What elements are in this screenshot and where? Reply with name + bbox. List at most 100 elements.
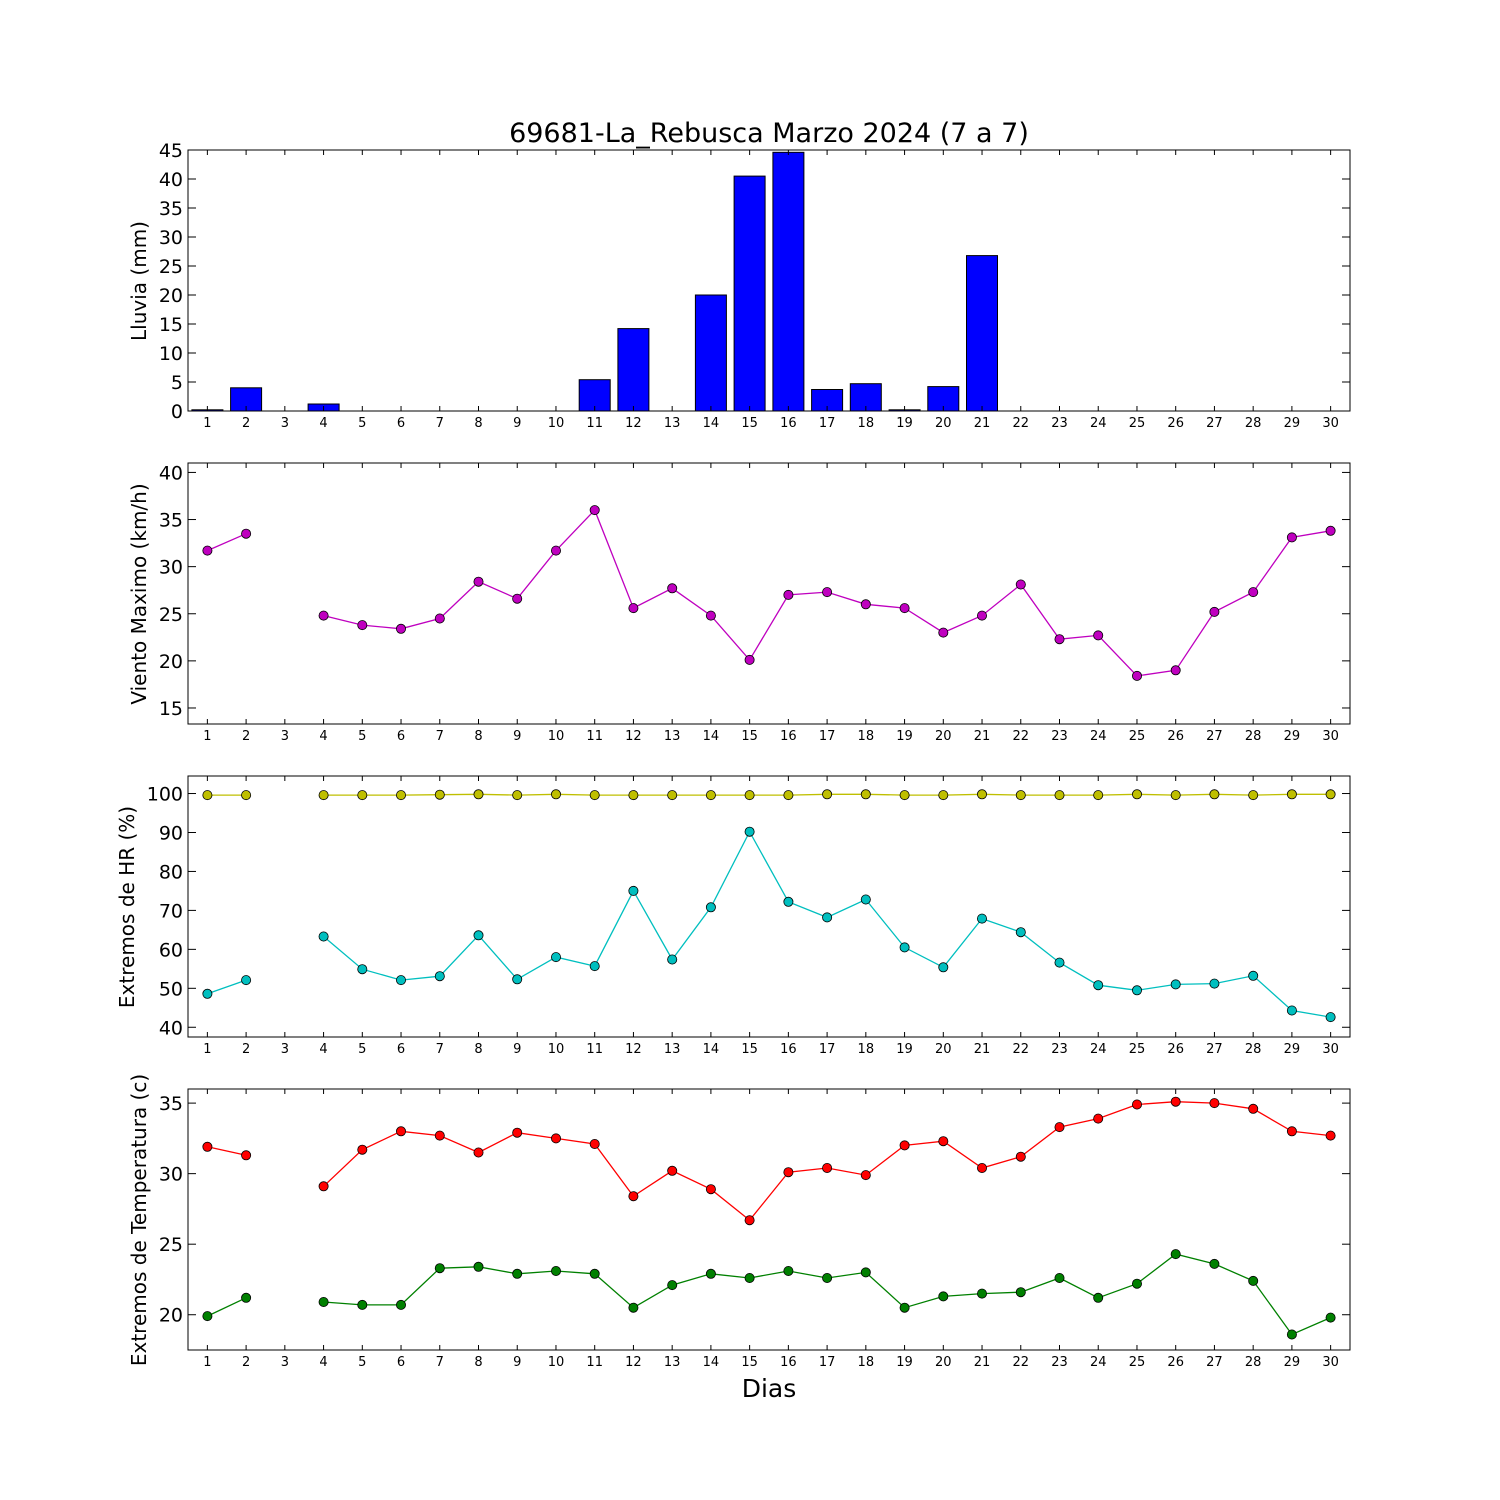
wind-xtick-label-3: 3 [281, 729, 289, 744]
humidity-series-2-point-9 [512, 974, 523, 985]
temperature-series-2-point-21 [977, 1288, 988, 1299]
humidity-series-2-point-16 [783, 896, 794, 907]
wind-series-1-point-9 [512, 593, 523, 604]
temperature-series-2-point-5 [357, 1299, 368, 1310]
humidity-ytick-label-100: 100 [147, 784, 183, 806]
humidity-xtick-label-9: 9 [513, 1042, 521, 1057]
temperature-series-1-point-6 [395, 1126, 406, 1137]
humidity-xtick-label-20: 20 [935, 1042, 952, 1057]
temperature-xtick-label-19: 19 [896, 1355, 913, 1370]
humidity-series-2-point-20 [938, 962, 949, 973]
rain-xtick-label-13: 13 [664, 416, 681, 431]
humidity-series-2-point-27 [1209, 978, 1220, 989]
humidity-xtick-label-17: 17 [819, 1042, 836, 1057]
temperature-series-1-point-11 [589, 1139, 600, 1150]
wind-ylabel: Viento Maximo (km/h) [127, 483, 151, 704]
temperature-xtick-label-21: 21 [974, 1355, 991, 1370]
humidity-series-1-point-4 [318, 790, 329, 801]
temperature-ylabel: Extremos de Temperatura (c) [127, 1074, 151, 1366]
temperature-series-2-point-4 [318, 1297, 329, 1308]
rain-xtick-label-24: 24 [1090, 416, 1107, 431]
humidity-series-2-point-23 [1054, 957, 1065, 968]
rain-ytick-label-5: 5 [171, 372, 183, 394]
temperature-xtick-label-9: 9 [513, 1355, 521, 1370]
wind-ytick-label-40: 40 [159, 462, 183, 484]
wind-ytick-label-25: 25 [159, 604, 183, 626]
humidity-xtick-label-21: 21 [974, 1042, 991, 1057]
wind-series-1-point-1 [202, 545, 213, 556]
temperature-xtick-label-14: 14 [703, 1355, 720, 1370]
rain-bar-16 [772, 151, 805, 412]
wind-series-1-point-28 [1248, 587, 1259, 598]
temperature-series-1-point-12 [628, 1191, 639, 1202]
wind-ytick-label-15: 15 [159, 698, 183, 720]
wind-xtick-label-4: 4 [319, 729, 327, 744]
chart-panels: 1 2 3 4 5 6 7 8 9 10 11 12 13 14 15 16 17 18 19 20 21 22 23 24 2… [147, 140, 1351, 1370]
rain-ytick-label-0: 0 [171, 401, 183, 423]
humidity-ytick-label-50: 50 [159, 978, 183, 1000]
humidity-series-1-point-15 [744, 790, 755, 801]
wind-xtick-label-18: 18 [858, 729, 875, 744]
temperature-series-1-point-18 [860, 1170, 871, 1181]
wind-axes-frame [187, 462, 1351, 725]
humidity-series-1-point-12 [628, 790, 639, 801]
humidity-xtick-label-1: 1 [203, 1042, 211, 1057]
rain-xtick-label-7: 7 [436, 416, 444, 431]
wind-series-1-point-25 [1132, 670, 1143, 681]
temperature-series-2-point-17 [822, 1273, 833, 1284]
temperature-series-2-point-19 [899, 1302, 910, 1313]
humidity-series-2-point-25 [1132, 985, 1143, 996]
temperature-panel: 1 2 3 4 5 6 7 8 9 10 11 12 13 14 15 16 17 18 19 20 21 22 23 24 2… [159, 1088, 1351, 1370]
wind-series-1-point-29 [1286, 532, 1297, 543]
temperature-axes-frame [187, 1088, 1351, 1351]
humidity-ytick-label-70: 70 [159, 900, 183, 922]
wind-xtick-label-19: 19 [896, 729, 913, 744]
humidity-series-1-point-16 [783, 790, 794, 801]
wind-series-1-point-16 [783, 589, 794, 600]
humidity-series-1-point-21 [977, 789, 988, 800]
wind-xtick-label-13: 13 [664, 729, 681, 744]
humidity-xtick-label-25: 25 [1129, 1042, 1146, 1057]
wind-series-1-point-8 [473, 576, 484, 587]
temperature-xtick-label-27: 27 [1206, 1355, 1223, 1370]
humidity-series-1-point-23 [1054, 790, 1065, 801]
wind-xtick-label-14: 14 [703, 729, 720, 744]
humidity-series-1-point-19 [899, 790, 910, 801]
humidity-series-2-point-28 [1248, 970, 1259, 981]
wind-series-1-point-14 [705, 610, 716, 621]
wind-series-1-point-21 [977, 610, 988, 621]
rain-ytick-label-30: 30 [159, 227, 183, 249]
humidity-series-1-point-27 [1209, 789, 1220, 800]
temperature-series-2-point-15 [744, 1273, 755, 1284]
temperature-series-2-point-23 [1054, 1273, 1065, 1284]
rain-xtick-label-23: 23 [1051, 416, 1068, 431]
humidity-series-1-point-29 [1286, 789, 1297, 800]
temperature-series-1-point-2 [241, 1150, 252, 1161]
rain-xtick-label-29: 29 [1284, 416, 1301, 431]
wind-xtick-label-28: 28 [1245, 729, 1262, 744]
rain-xtick-label-28: 28 [1245, 416, 1262, 431]
wind-series-1-point-26 [1170, 665, 1181, 676]
temperature-xtick-label-6: 6 [397, 1355, 405, 1370]
humidity-axes-frame [187, 775, 1351, 1038]
rain-xtick-label-20: 20 [935, 416, 952, 431]
humidity-series-1-point-24 [1093, 790, 1104, 801]
rain-ytick-label-35: 35 [159, 198, 183, 220]
wind-xtick-label-27: 27 [1206, 729, 1223, 744]
wind-xtick-label-8: 8 [474, 729, 482, 744]
temperature-series-1-point-20 [938, 1136, 949, 1147]
rain-xtick-label-2: 2 [242, 416, 250, 431]
temperature-series-2-point-24 [1093, 1292, 1104, 1303]
rain-ytick-label-15: 15 [159, 314, 183, 336]
wind-series-1-point-15 [744, 654, 755, 665]
humidity-xtick-label-30: 30 [1322, 1042, 1339, 1057]
temperature-series-2-point-7 [434, 1263, 445, 1274]
rain-xtick-label-6: 6 [397, 416, 405, 431]
wind-xtick-label-15: 15 [741, 729, 758, 744]
wind-series-1-point-6 [395, 623, 406, 634]
temperature-xtick-label-13: 13 [664, 1355, 681, 1370]
humidity-series-2-point-26 [1170, 979, 1181, 990]
humidity-series-1-point-7 [434, 789, 445, 800]
rain-ytick-label-25: 25 [159, 256, 183, 278]
